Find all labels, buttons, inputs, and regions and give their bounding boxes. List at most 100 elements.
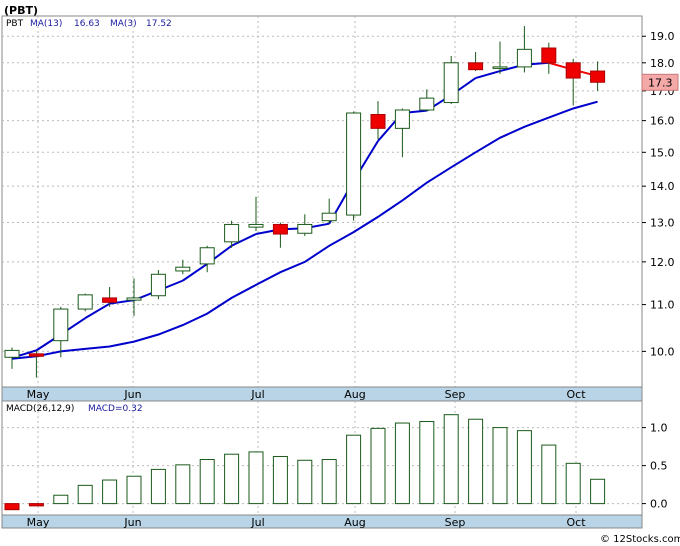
candle-up (297, 223, 313, 234)
macd-bar (468, 418, 484, 505)
macd-bar (224, 453, 240, 505)
ma13-line (11, 100, 598, 360)
price-month-label: May (27, 388, 50, 401)
macd-bars (4, 414, 606, 511)
candle-up (150, 273, 166, 297)
price-y-tick-label: 14.0 (650, 180, 675, 193)
candle-up (321, 212, 337, 222)
candle-up (126, 297, 142, 301)
macd-bar-negative (28, 503, 44, 507)
macd-bar (175, 464, 191, 505)
macd-y-tick-label: 0.5 (650, 460, 668, 473)
macd-bar (199, 459, 215, 505)
candle-up (492, 66, 508, 69)
macd-bar (565, 462, 581, 505)
candle-down (370, 114, 386, 129)
macd-month-label: Aug (344, 516, 365, 529)
legend-ma13-value: 16.63 (74, 19, 100, 29)
macd-bar (297, 459, 313, 505)
macd-value-label: MACD=0.32 (88, 404, 143, 414)
macd-x-axis-band (1, 514, 643, 529)
price-x-axis-band (1, 386, 643, 402)
price-x-axis-months: May Jun Jul Aug Sep Oct (27, 388, 587, 401)
legend-symbol: PBT (6, 19, 24, 29)
ma3-line-segment (84, 302, 111, 320)
candle-down (272, 223, 288, 235)
price-y-tick-label: 15.0 (650, 146, 675, 159)
candle-up (419, 97, 435, 111)
price-month-label: Jul (250, 388, 264, 401)
macd-bar (102, 479, 118, 505)
macd-bar (248, 451, 264, 505)
candle-down (102, 297, 118, 303)
macd-month-label: Oct (566, 516, 586, 529)
macd-bar (590, 478, 606, 505)
price-y-tick-label: 16.0 (650, 115, 675, 128)
legend-ma3-label: MA(3) (110, 19, 137, 29)
candle-up (346, 112, 362, 216)
macd-month-label: May (27, 516, 50, 529)
site-credit: © 12Stocks.com (600, 534, 680, 545)
macd-bar (126, 475, 142, 505)
macd-y-axis: 0.0 0.5 1.0 (642, 422, 668, 511)
candle-up (516, 48, 532, 68)
ma3-line-segment (109, 299, 135, 305)
macd-bar (53, 494, 69, 505)
price-y-tick-label: 13.0 (650, 217, 675, 230)
macd-bar (346, 434, 362, 505)
price-candles (4, 26, 606, 378)
price-month-label: Aug (344, 388, 365, 401)
legend-ma13-label: MA(13) (30, 19, 62, 29)
candle-up (77, 294, 93, 310)
macd-bar (443, 414, 459, 505)
price-month-label: Jun (123, 388, 141, 401)
macd-bar (492, 427, 508, 505)
macd-bar (150, 468, 166, 505)
candle-up (394, 109, 410, 129)
candle-down (590, 70, 606, 83)
candle-up (199, 247, 215, 265)
price-y-tick-label: 19.0 (650, 30, 675, 43)
moving-average-lines (11, 61, 598, 360)
price-y-axis: 10.011.012.013.014.015.016.017.018.019.0 (642, 30, 675, 358)
price-month-label: Oct (566, 388, 586, 401)
candle-down (541, 47, 557, 64)
macd-bar (321, 459, 337, 505)
price-y-tick-label: 12.0 (650, 256, 675, 269)
price-grid (2, 16, 642, 387)
candle-down (28, 353, 44, 357)
candle-down (565, 62, 581, 79)
macd-month-label: Jun (123, 516, 141, 529)
candle-up (248, 223, 264, 228)
last-price-box (641, 73, 679, 91)
price-month-label: Sep (445, 388, 466, 401)
price-y-tick-label: 11.0 (650, 299, 675, 312)
macd-bar (419, 421, 435, 505)
candle-up (224, 223, 240, 243)
candle-up (175, 266, 191, 272)
last-price-label: 17.3 (648, 76, 673, 89)
candle-up (443, 62, 459, 104)
candle-down (468, 62, 484, 71)
macd-bar-negative (4, 503, 20, 511)
macd-bar (370, 427, 386, 505)
macd-month-label: Sep (445, 516, 466, 529)
macd-bar (272, 455, 288, 505)
macd-label: MACD(26,12,9) (6, 404, 74, 414)
macd-bar (541, 444, 557, 505)
candle-up (53, 308, 69, 342)
price-panel-frame (1, 15, 643, 388)
legend-ma3-value: 17.52 (146, 19, 172, 29)
ma3-line-segment (182, 263, 208, 282)
price-y-tick-label: 10.0 (650, 345, 675, 358)
ma3-line-segment (231, 233, 257, 247)
macd-bar (516, 430, 532, 505)
macd-bar (77, 484, 93, 505)
macd-month-label: Jul (250, 516, 264, 529)
ma3-line-segment (475, 70, 501, 79)
candle-up (4, 349, 20, 358)
macd-bar (394, 422, 410, 505)
price-y-tick-label: 18.0 (650, 57, 675, 70)
